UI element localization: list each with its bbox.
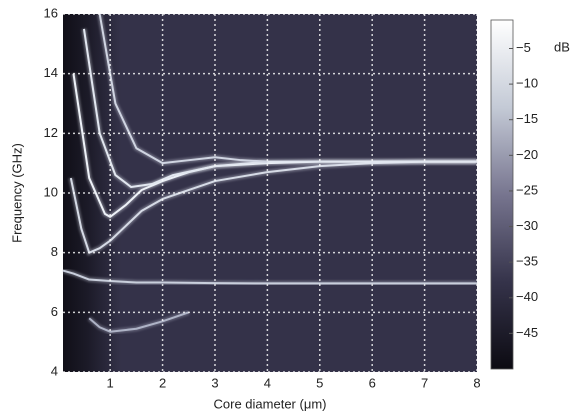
colorbar-tick-label: −30: [516, 218, 538, 233]
y-axis-label: Frequency (GHz): [9, 143, 24, 243]
ridge: [98, 13, 268, 165]
y-tick-label: 14: [44, 65, 58, 80]
colorbar-tick-label: −10: [516, 76, 538, 91]
colorbar-tick-label: −40: [516, 289, 538, 304]
x-tick-label: 4: [264, 375, 271, 390]
y-tick-label: 12: [44, 125, 58, 140]
y-tick-label: 4: [51, 363, 58, 378]
plot-area: [62, 13, 478, 373]
x-axis-label: Core diameter (μm): [214, 396, 327, 411]
x-tick-label: 6: [369, 375, 376, 390]
ridge: [88, 311, 190, 333]
x-tick-label: 3: [211, 375, 218, 390]
colorbar-tick-label: −35: [516, 254, 538, 269]
colorbar: [490, 19, 514, 370]
ridge: [62, 269, 477, 285]
colorbar-unit: dB: [554, 39, 570, 54]
colorbar-tick-label: −45: [516, 325, 538, 340]
colorbar-tick-label: −5: [516, 40, 531, 55]
y-tick-label: 6: [51, 304, 58, 319]
x-tick-label: 1: [107, 375, 114, 390]
x-tick-label: 7: [421, 375, 428, 390]
y-tick-label: 16: [44, 5, 58, 20]
y-tick-label: 8: [51, 244, 58, 259]
colorbar-tick-label: −20: [516, 147, 538, 162]
colorbar-tick-label: −15: [516, 111, 538, 126]
y-tick-label: 10: [44, 184, 58, 199]
x-tick-label: 5: [316, 375, 323, 390]
colorbar-tick-label: −25: [516, 182, 538, 197]
x-tick-label: 2: [159, 375, 166, 390]
x-tick-label: 8: [473, 375, 480, 390]
ridge: [82, 28, 477, 189]
